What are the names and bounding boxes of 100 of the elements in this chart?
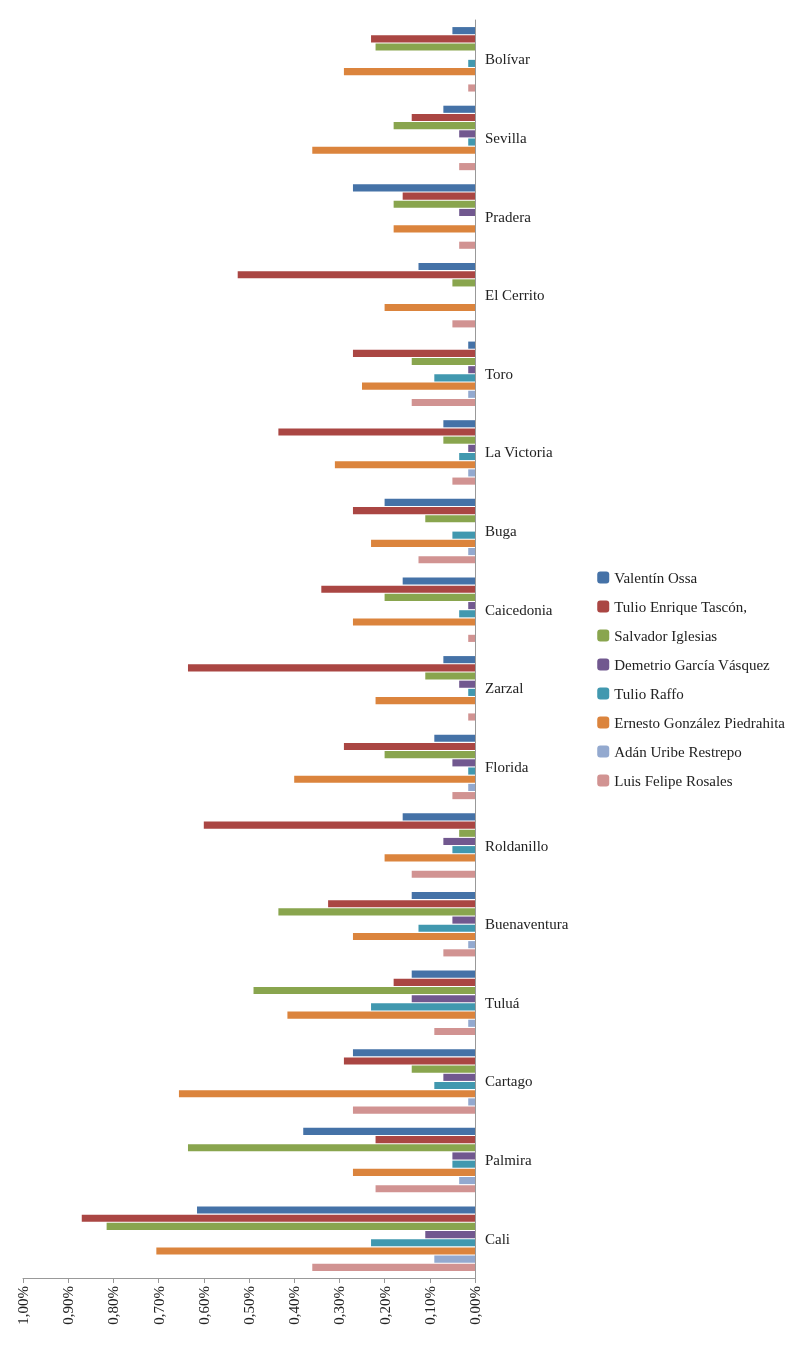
- bar: [452, 846, 475, 854]
- bar: [468, 602, 475, 610]
- bar: [371, 35, 475, 43]
- bar: [459, 241, 475, 249]
- bar: [468, 688, 475, 696]
- y-tick-label: Pradera: [485, 208, 532, 225]
- bar: [468, 341, 475, 349]
- y-tick-label: Bolívar: [485, 51, 530, 68]
- bar: [468, 138, 475, 146]
- y-tick-label: Roldanillo: [485, 837, 549, 854]
- bar: [468, 444, 475, 452]
- bar: [352, 1106, 475, 1114]
- bar: [459, 829, 475, 837]
- bar: [362, 382, 475, 390]
- bar: [443, 949, 475, 957]
- bar: [443, 1073, 475, 1081]
- bar: [384, 303, 475, 312]
- bar: [459, 610, 475, 618]
- y-tick-label: La Victoria: [485, 444, 553, 461]
- bar: [253, 986, 475, 995]
- bar: [393, 978, 475, 986]
- bar: [352, 1049, 475, 1057]
- bar: [384, 593, 475, 601]
- x-tick-label: 0,10%: [421, 1286, 438, 1325]
- bar: [352, 932, 475, 941]
- x-tick-label: 0,70%: [150, 1286, 167, 1325]
- bar: [411, 357, 475, 366]
- bar: [468, 1019, 475, 1027]
- bar: [452, 792, 475, 800]
- bar: [375, 1185, 475, 1193]
- bar: [452, 916, 475, 924]
- bar: [443, 837, 475, 846]
- bar: [375, 43, 475, 51]
- bar: [197, 1206, 475, 1214]
- legend-label: Tulio Raffo: [614, 685, 684, 702]
- bar: [468, 941, 475, 949]
- bar: [384, 854, 475, 862]
- bar: [371, 1239, 475, 1247]
- x-tick-label: 0,20%: [376, 1286, 393, 1325]
- bar: [411, 870, 475, 878]
- legend-label: Tulio Enrique Tascón,: [614, 598, 747, 615]
- legend-label: Demetrio García Vásquez: [614, 656, 771, 673]
- bar: [312, 146, 475, 154]
- bar: [384, 751, 475, 759]
- bar: [178, 1090, 475, 1098]
- bar: [443, 656, 475, 664]
- bar: [187, 1144, 475, 1152]
- bar: [343, 742, 475, 751]
- bar: [459, 1176, 475, 1185]
- bar: [459, 208, 475, 217]
- bar: [334, 461, 475, 469]
- bar: [106, 1222, 475, 1230]
- bar: [468, 390, 475, 398]
- bar: [328, 900, 475, 908]
- bar: [371, 539, 475, 547]
- bar: [468, 713, 475, 721]
- bar: [203, 821, 475, 829]
- y-tick-label: Buga: [485, 523, 517, 540]
- bar: [393, 122, 475, 130]
- bar: [294, 775, 475, 783]
- bar: [443, 420, 475, 428]
- x-tick-label: 0,30%: [331, 1286, 348, 1325]
- y-tick-label: Toro: [485, 365, 514, 382]
- bar: [452, 279, 475, 287]
- bar: [384, 498, 475, 506]
- bar: [352, 1168, 475, 1176]
- bar: [425, 672, 475, 680]
- bar: [434, 734, 475, 742]
- bar: [452, 759, 475, 767]
- bar: [468, 634, 475, 642]
- bar: [425, 515, 475, 523]
- y-tick-label: Tuluá: [485, 994, 520, 1011]
- bar: [468, 366, 475, 374]
- bar: [411, 398, 475, 407]
- bar: [278, 908, 475, 916]
- bar: [434, 1081, 475, 1090]
- bar: [402, 192, 475, 200]
- x-tick-label: 0,90%: [60, 1286, 77, 1325]
- bar: [425, 1231, 475, 1239]
- y-tick-label: El Cerrito: [485, 287, 545, 304]
- bar: [468, 783, 475, 791]
- bar: [452, 1160, 475, 1168]
- bar: [352, 184, 475, 192]
- y-tick-label: Buenaventura: [485, 916, 569, 933]
- y-tick-label: Zarzal: [485, 680, 524, 697]
- bar: [187, 664, 475, 672]
- bar: [468, 767, 475, 775]
- bar: [278, 428, 475, 436]
- bar: [468, 1098, 475, 1106]
- bar: [459, 130, 475, 138]
- bar: [375, 697, 475, 705]
- bar: [402, 813, 475, 821]
- bar: [393, 225, 475, 233]
- bar: [443, 105, 475, 113]
- bar: [459, 163, 475, 171]
- bar: [81, 1214, 475, 1222]
- bar: [343, 68, 475, 76]
- y-tick-label: Cartago: [485, 1073, 533, 1090]
- bar: [343, 1057, 475, 1065]
- bar: [156, 1247, 475, 1255]
